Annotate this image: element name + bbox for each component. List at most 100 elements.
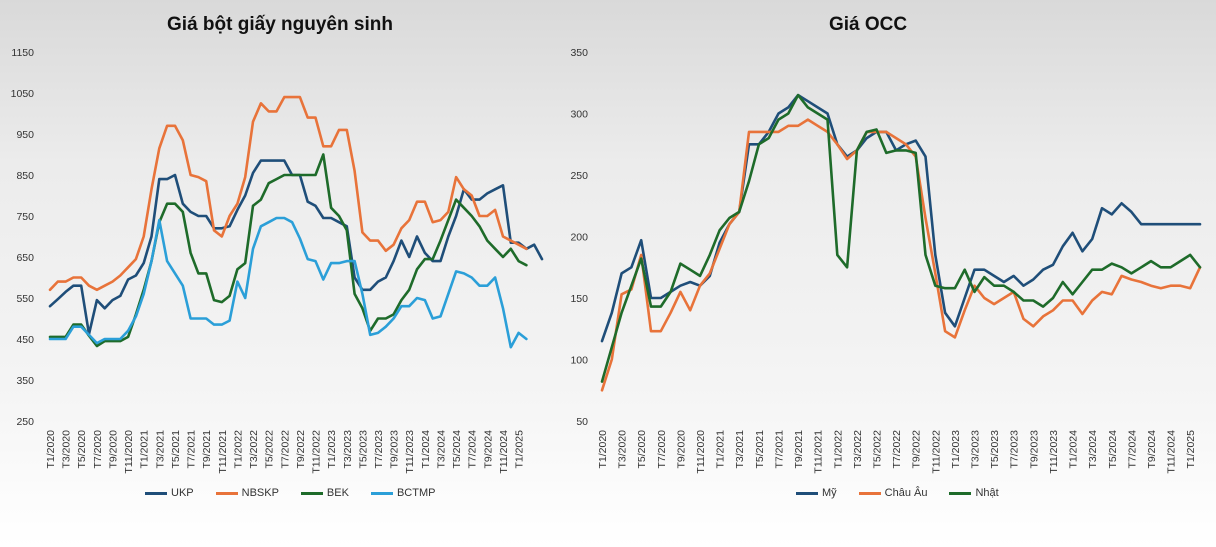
x-tick-label: T9/2022 xyxy=(295,430,307,469)
x-tick-label: T5/2024 xyxy=(1107,430,1119,469)
x-tick-label: T7/2020 xyxy=(656,430,668,469)
x-tick-label: T7/2020 xyxy=(92,430,104,469)
x-tick-label: T9/2024 xyxy=(1146,430,1158,469)
legend-item: BEK xyxy=(300,487,349,499)
legend-item: Mỹ xyxy=(796,487,837,499)
y-tick-label: 450 xyxy=(16,334,34,346)
legend-label: NBSKP xyxy=(241,487,279,499)
legend-swatch xyxy=(949,491,972,495)
x-tick-label: T5/2022 xyxy=(264,430,276,469)
legend-label: UKP xyxy=(171,487,194,499)
chart-title: Giá bột giấy nguyên sinh xyxy=(167,14,393,35)
legend-swatch xyxy=(300,491,323,495)
legend-label: BEK xyxy=(326,487,349,499)
y-tick-label: 1150 xyxy=(11,47,34,59)
y-tick-label: 250 xyxy=(16,416,34,428)
series-line-nbskp xyxy=(48,95,528,292)
x-tick-label: T7/2023 xyxy=(373,430,385,469)
legend-item: UKP xyxy=(145,487,194,499)
x-tick-label: T7/2024 xyxy=(467,430,479,469)
pulp-price-plot: 250 350 450 550 650 750 850 950 1050 1150 T1/2020 T… xyxy=(11,47,544,474)
y-tick-label: 550 xyxy=(16,293,34,305)
x-tick-label: T5/2020 xyxy=(76,430,88,469)
legend-swatch xyxy=(145,491,167,495)
x-tick-label: T3/2023 xyxy=(342,430,354,469)
x-tick-label: T3/2022 xyxy=(248,430,260,469)
x-tick-label: T7/2021 xyxy=(773,430,785,469)
x-tick-label: T3/2023 xyxy=(970,430,982,469)
x-tick-label: T11/2020 xyxy=(695,430,707,474)
legend-label: BCTMP xyxy=(396,487,436,499)
y-tick-label: 750 xyxy=(16,211,34,223)
y-tick-label: 350 xyxy=(570,47,588,59)
x-tick-label: T11/2020 xyxy=(123,430,135,474)
y-tick-label: 200 xyxy=(570,232,588,244)
x-tick-label: T1/2023 xyxy=(326,430,338,469)
x-tick-label: T11/2021 xyxy=(813,430,825,474)
x-tick-label: T3/2021 xyxy=(154,430,166,469)
occ-price-chart: Giá OCC 50 100 150 200 250 300 350 T1/2020 T3/20… xyxy=(560,0,1216,547)
legend-swatch xyxy=(858,491,881,495)
x-tick-label: T9/2024 xyxy=(482,430,494,469)
x-tick-label: T3/2020 xyxy=(617,430,629,469)
legend-label: Nhật xyxy=(975,487,999,499)
x-tick-label: T5/2021 xyxy=(754,430,766,469)
y-tick-label: 850 xyxy=(16,170,34,182)
series-line-châu-âu xyxy=(600,118,1202,392)
x-tick-label: T3/2022 xyxy=(852,430,864,469)
x-tick-label: T9/2023 xyxy=(389,430,401,469)
x-tick-label: T9/2020 xyxy=(675,430,687,469)
x-tick-label: T7/2022 xyxy=(891,430,903,469)
x-tick-label: T5/2023 xyxy=(989,430,1001,469)
x-tick-label: T1/2021 xyxy=(715,430,727,469)
series-line-ukp xyxy=(48,159,544,336)
y-tick-label: 350 xyxy=(16,375,34,387)
series-line-bek xyxy=(48,153,528,348)
x-tick-label: T1/2024 xyxy=(420,430,432,469)
x-tick-label: T5/2020 xyxy=(636,430,648,469)
legend-item: BCTMP xyxy=(370,487,436,499)
x-tick-label: T7/2023 xyxy=(1009,430,1021,469)
legend-item: Châu Âu xyxy=(858,487,927,499)
y-tick-label: 50 xyxy=(576,416,588,428)
y-tick-label: 950 xyxy=(16,129,34,141)
x-tick-label: T3/2024 xyxy=(1087,430,1099,469)
series-line-nhật xyxy=(600,93,1202,383)
x-tick-label: T9/2023 xyxy=(1028,430,1040,469)
x-tick-label: T1/2024 xyxy=(1068,430,1080,469)
x-tick-label: T5/2024 xyxy=(451,430,463,469)
legend-swatch xyxy=(215,491,238,495)
x-tick-label: T9/2021 xyxy=(201,430,213,469)
y-tick-label: 300 xyxy=(570,109,588,121)
x-tick-label: T9/2022 xyxy=(911,430,923,469)
chart-title: Giá OCC xyxy=(828,14,908,35)
legend-item: NBSKP xyxy=(215,487,279,499)
x-tick-label: T3/2024 xyxy=(435,430,447,469)
x-tick-label: T11/2021 xyxy=(217,430,229,474)
series-line-bctmp xyxy=(48,216,528,349)
x-tick-label: T9/2021 xyxy=(793,430,805,469)
legend-swatch xyxy=(796,491,818,495)
x-tick-label: T9/2020 xyxy=(107,430,119,469)
x-tick-label: T11/2024 xyxy=(498,430,510,474)
x-tick-label: T3/2021 xyxy=(734,430,746,469)
legend-swatch xyxy=(370,491,393,495)
x-tick-label: T3/2020 xyxy=(61,430,73,469)
y-tick-label: 650 xyxy=(16,252,34,264)
x-tick-label: T11/2023 xyxy=(404,430,416,474)
x-tick-label: T5/2022 xyxy=(871,430,883,469)
x-tick-label: T1/2020 xyxy=(45,430,57,469)
x-tick-label: T7/2022 xyxy=(279,430,291,469)
y-tick-label: 1050 xyxy=(11,88,35,100)
x-tick-label: T1/2025 xyxy=(1185,430,1197,469)
x-tick-label: T1/2020 xyxy=(597,430,609,469)
legend: Mỹ Châu Âu Nhật xyxy=(796,487,999,499)
x-tick-label: T1/2023 xyxy=(950,430,962,469)
occ-price-plot: 50 100 150 200 250 300 350 T1/2020 T3/2020 T5/202… xyxy=(570,47,1202,474)
y-tick-label: 250 xyxy=(570,170,588,182)
legend: UKP NBSKP BEK BCTMP xyxy=(145,487,435,499)
x-tick-label: T11/2022 xyxy=(311,430,323,474)
x-tick-label: T1/2022 xyxy=(832,430,844,469)
x-tick-label: T1/2025 xyxy=(514,430,526,469)
x-tick-label: T5/2023 xyxy=(357,430,369,469)
